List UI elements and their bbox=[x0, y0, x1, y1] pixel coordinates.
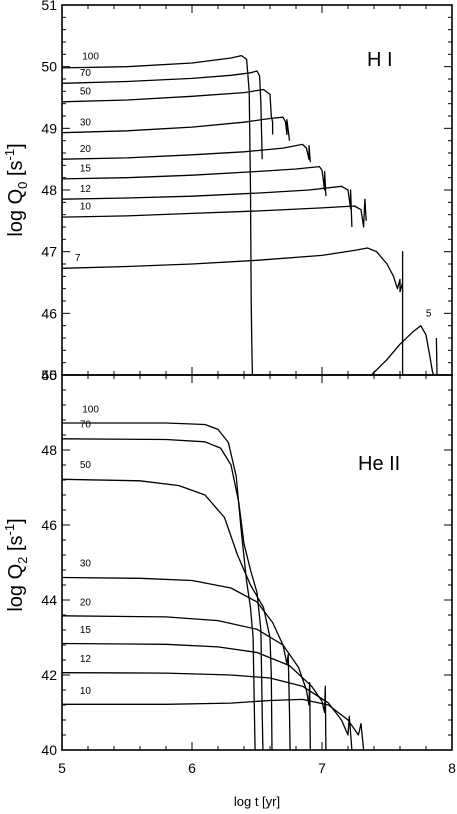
hi-series-label-50: 50 bbox=[80, 86, 92, 97]
heii-curve-30 bbox=[61, 576, 291, 751]
heii-ticks: 40 42 44 46 48 50 5 6 7 8 bbox=[41, 367, 456, 776]
hi-curve-30 bbox=[61, 116, 291, 141]
heii-axes-frame bbox=[61, 374, 453, 751]
heii-series-label-100: 100 bbox=[82, 405, 99, 416]
hi-axes-frame bbox=[61, 4, 453, 376]
hi-series-label-30: 30 bbox=[80, 117, 92, 128]
hi-y-tick-label: 50 bbox=[41, 59, 57, 75]
heii-curve-70 bbox=[61, 438, 264, 751]
heii-y-tick-label: 42 bbox=[41, 667, 57, 683]
hi-y-tick-label: 45 bbox=[41, 367, 57, 383]
hi-series-label-10: 10 bbox=[80, 202, 92, 213]
heii-y-tick-label: 46 bbox=[41, 517, 57, 533]
heii-y-tick-label: 50 bbox=[41, 367, 57, 383]
heii-series-label-15: 15 bbox=[80, 625, 92, 636]
hi-curve-10 bbox=[61, 198, 367, 228]
hi-curve-12 bbox=[61, 185, 353, 228]
hi-curve-15 bbox=[61, 165, 327, 197]
hi-y-axis-label: log Q0 [s-1] bbox=[2, 143, 30, 236]
x-axis-label: log t [yr] bbox=[234, 794, 280, 809]
hi-curve-5b bbox=[435, 337, 438, 376]
heii-series-label-12: 12 bbox=[80, 654, 92, 665]
heii-curves bbox=[61, 422, 365, 751]
heii-curve-20 bbox=[61, 615, 311, 751]
heii-x-tick-label: 5 bbox=[58, 760, 66, 776]
heii-y-tick-label: 40 bbox=[41, 742, 57, 758]
hi-y-tick-label: 48 bbox=[41, 182, 57, 198]
hi-series-label-70: 70 bbox=[80, 68, 92, 79]
hi-y-tick-label: 51 bbox=[41, 0, 57, 13]
heii-panel: 40 42 44 46 48 50 5 6 7 8 100 70 50 30 20 15 12 10 He II… bbox=[2, 367, 456, 809]
hi-series-label-15: 15 bbox=[80, 164, 92, 175]
heii-y-tick-label: 48 bbox=[41, 442, 57, 458]
heii-x-tick-label: 8 bbox=[448, 760, 456, 776]
heii-curve-10 bbox=[62, 698, 365, 751]
hi-series-label-7: 7 bbox=[75, 253, 81, 264]
hi-curve-70 bbox=[61, 70, 263, 160]
heii-series-label-30: 30 bbox=[80, 558, 92, 569]
hi-curve-50 bbox=[61, 88, 274, 135]
hi-panel: 45 46 47 48 49 50 51 100 70 50 30 20 15 12 10 7 5 H I l… bbox=[2, 0, 453, 383]
hi-curve-5 bbox=[370, 325, 435, 376]
heii-curve-15 bbox=[61, 642, 327, 751]
heii-series-label-20: 20 bbox=[80, 598, 92, 609]
hi-curves bbox=[61, 54, 438, 376]
heii-curve-50 bbox=[61, 478, 273, 751]
hi-y-tick-label: 46 bbox=[41, 305, 57, 321]
hi-y-tick-label: 47 bbox=[41, 244, 57, 260]
heii-x-tick-label: 7 bbox=[318, 760, 326, 776]
hi-y-tick-label: 49 bbox=[41, 120, 57, 136]
heii-y-tick-label: 44 bbox=[41, 592, 57, 608]
hi-series-label-5: 5 bbox=[426, 308, 432, 319]
hi-panel-title: H I bbox=[367, 49, 393, 71]
hi-series-labels: 100 70 50 30 20 15 12 10 7 5 bbox=[75, 51, 432, 319]
heii-x-tick-label: 6 bbox=[188, 760, 196, 776]
heii-series-label-10: 10 bbox=[80, 686, 92, 697]
heii-y-axis-label: log Q2 [s-1] bbox=[2, 518, 30, 611]
heii-series-label-50: 50 bbox=[80, 460, 92, 471]
heii-series-labels: 100 70 50 30 20 15 12 10 bbox=[80, 405, 100, 697]
hi-series-label-100: 100 bbox=[82, 51, 99, 62]
hi-curve-100 bbox=[61, 54, 254, 376]
hi-series-label-12: 12 bbox=[80, 184, 92, 195]
heii-curve-12 bbox=[61, 672, 353, 751]
heii-panel-title: He II bbox=[358, 453, 400, 475]
hi-ticks: 45 46 47 48 49 50 51 bbox=[41, 0, 453, 383]
hi-curve-20 bbox=[61, 143, 311, 163]
hi-series-label-20: 20 bbox=[80, 144, 92, 155]
heii-series-label-70: 70 bbox=[80, 420, 92, 431]
hi-curve-7 bbox=[61, 247, 404, 375]
